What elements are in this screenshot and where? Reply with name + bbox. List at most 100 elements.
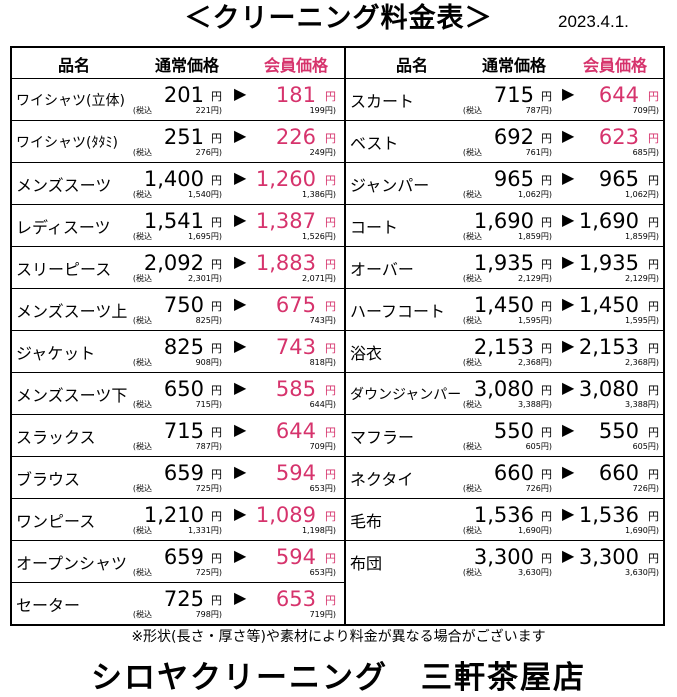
arrow-right-icon: ▶ — [234, 210, 247, 229]
yen-unit: 円 — [325, 594, 336, 607]
yen-unit: 円 — [540, 106, 549, 115]
regular-price-value: 715 — [163, 419, 204, 443]
effective-date: 2023.4.1. — [558, 12, 629, 31]
member-price: 1,883 円 2,071円) — [252, 247, 342, 289]
regular-price: 715 円 (税込 787円) — [132, 415, 248, 457]
member-price-tax: 1,198円) — [301, 526, 336, 535]
item-name: スリーピース — [16, 260, 112, 279]
arrow-right-icon: ▶ — [562, 420, 575, 439]
member-price: 2,153 円 2,368円) — [575, 331, 665, 373]
arrow-right-icon: ▶ — [234, 546, 247, 565]
yen-unit: 円 — [325, 552, 336, 565]
yen-unit: 円 — [540, 400, 549, 409]
yen-unit: 円 — [647, 400, 656, 409]
tax-prefix: (税込 — [132, 358, 152, 367]
regular-price-value: 1,400 — [143, 167, 204, 191]
table-row: メンズスーツ 1,400 円 (税込 1,540円) ▶ 1,260 円 1,386円) — [12, 162, 344, 204]
member-price: 594 円 653円) — [252, 541, 342, 583]
table-row: セーター 725 円 (税込 798円) ▶ 653 円 719円) — [12, 582, 344, 624]
yen-unit: 円 — [324, 484, 333, 493]
table-row: スラックス 715 円 (税込 787円) ▶ 644 円 709円) — [12, 414, 344, 456]
arrow-right-icon: ▶ — [562, 168, 575, 187]
table-row: コート 1,690 円 (税込 1,859円) ▶ 1,690 円 1,859円) — [346, 204, 665, 246]
arrow-right-icon: ▶ — [234, 168, 247, 187]
member-price-tax: 1,859円) — [624, 232, 659, 241]
item-name: 毛布 — [350, 512, 383, 531]
regular-price: 715 円 (税込 787円) — [463, 79, 578, 121]
member-price-value: 1,935 — [578, 251, 639, 275]
regular-price-tax: (税込 1,595円) — [462, 316, 552, 325]
yen-unit: 円 — [210, 526, 219, 535]
regular-price-tax: (税込 1,540円) — [132, 190, 222, 199]
member-price-tax: 709円) — [309, 442, 336, 451]
regular-price-tax: (税込 787円) — [132, 442, 222, 451]
regular-price: 2,153 円 (税込 2,368円) — [463, 331, 578, 373]
member-price-tax: 1,386円) — [301, 190, 336, 199]
regular-price: 1,541 円 (税込 1,695円) — [133, 205, 248, 247]
yen-unit: 円 — [324, 316, 333, 325]
tax-prefix: (税込 — [132, 442, 152, 451]
regular-price-value: 1,935 — [473, 251, 534, 275]
member-tax-value: 709 — [309, 442, 325, 451]
item-name: 浴衣 — [350, 344, 383, 363]
arrow-right-icon: ▶ — [234, 588, 247, 607]
table-header-left: 品名 通常価格 会員価格 — [12, 48, 344, 78]
table-row: スリーピース 2,092 円 (税込 2,301円) ▶ 1,883 円 2,071円) — [12, 246, 344, 288]
member-price: 743 円 818円) — [252, 331, 342, 373]
member-price-value: 644 — [598, 83, 639, 107]
regular-tax-value: 1,331 — [187, 526, 211, 535]
member-price: 550 円 605円) — [575, 415, 665, 457]
member-price-value: 1,690 — [578, 209, 639, 233]
item-name: ベスト — [350, 134, 399, 153]
member-tax-value: 709 — [632, 106, 648, 115]
yen-unit: 円 — [648, 468, 659, 481]
regular-price-value: 660 — [493, 461, 534, 485]
member-price: 644 円 709円) — [252, 415, 342, 457]
regular-price: 692 円 (税込 761円) — [463, 121, 578, 163]
member-tax-value: 653 — [309, 568, 325, 577]
yen-unit: 円 — [211, 132, 222, 145]
member-price-tax: 1,690円) — [624, 526, 659, 535]
member-price-value: 660 — [598, 461, 639, 485]
table-row: ワイシャツ(ﾀﾀﾐ) 251 円 (税込 276円) ▶ 226 円 249円) — [12, 120, 344, 162]
member-tax-value: 1,386 — [301, 190, 325, 199]
yen-unit: 円 — [324, 274, 333, 283]
regular-tax-value: 221 — [195, 106, 211, 115]
table-row: ハーフコート 1,450 円 (税込 1,595円) ▶ 1,450 円 1,595円) — [346, 288, 665, 330]
regular-tax-value: 725 — [195, 484, 211, 493]
regular-price: 825 円 (税込 908円) — [133, 331, 248, 373]
member-tax-value: 1,595 — [624, 316, 648, 325]
tax-prefix: (税込 — [462, 106, 482, 115]
member-tax-value: 249 — [309, 148, 325, 157]
yen-unit: 円 — [648, 342, 659, 355]
yen-unit: 円 — [211, 426, 222, 439]
table-row: ワイシャツ(立体) 201 円 (税込 221円) ▶ 181 円 199円) — [12, 78, 344, 120]
member-price-value: 2,153 — [578, 335, 639, 359]
regular-price: 1,400 円 (税込 1,540円) — [132, 163, 248, 205]
member-price-tax: 2,071円) — [301, 274, 336, 283]
yen-unit: 円 — [325, 216, 336, 229]
table-row: メンズスーツ上 750 円 (税込 825円) ▶ 675 円 743円) — [12, 288, 344, 330]
member-tax-value: 1,690 — [624, 526, 648, 535]
member-tax-value: 2,129 — [624, 274, 648, 283]
regular-price: 1,210 円 (税込 1,331円) — [133, 499, 248, 541]
member-price-value: 623 — [598, 125, 639, 149]
regular-tax-value: 1,690 — [517, 526, 541, 535]
member-price: 644 円 709円) — [575, 79, 665, 121]
regular-price: 725 円 (税込 798円) — [133, 583, 248, 625]
member-price-value: 594 — [275, 461, 316, 485]
yen-unit: 円 — [325, 258, 336, 271]
yen-unit: 円 — [324, 568, 333, 577]
regular-price-tax: (税込 1,690円) — [462, 526, 552, 535]
yen-unit: 円 — [210, 316, 219, 325]
tax-prefix: (税込 — [462, 400, 482, 409]
yen-unit: 円 — [210, 190, 219, 199]
regular-price-tax: (税込 726円) — [462, 484, 552, 493]
member-price-value: 3,300 — [578, 545, 639, 569]
regular-price-value: 692 — [493, 125, 534, 149]
tax-prefix: (税込 — [462, 316, 482, 325]
member-tax-value: 685 — [632, 148, 648, 157]
regular-tax-value: 1,062 — [517, 190, 541, 199]
header-member-price: 会員価格 — [583, 56, 648, 75]
table-row: 浴衣 2,153 円 (税込 2,368円) ▶ 2,153 円 2,368円) — [346, 330, 665, 372]
